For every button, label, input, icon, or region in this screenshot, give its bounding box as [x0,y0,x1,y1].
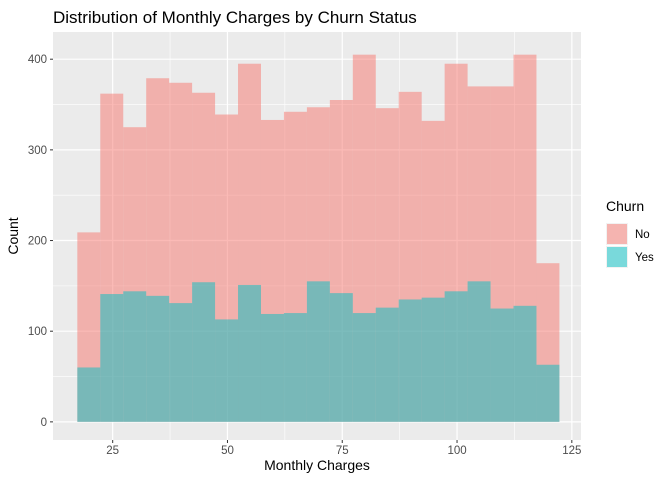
legend-label: No [635,229,650,241]
bar-yes [215,319,239,422]
legend: Churn No Yes [606,198,654,268]
y-tick-label: 200 [28,236,47,248]
bar-yes [329,293,353,422]
x-tick-label: 100 [447,445,466,457]
bar-yes [146,295,170,422]
series-yes [77,281,560,422]
y-axis-title: Count [5,217,21,254]
bar-yes [536,364,560,422]
bar-yes [169,303,193,422]
bar-yes [192,282,216,422]
bar-yes [467,281,491,422]
bar-yes [513,305,537,422]
bar-yes [77,367,101,422]
bars [77,54,560,422]
bar-yes [283,313,307,422]
bar-yes [421,297,445,422]
bar-yes [490,308,514,422]
x-axis: 25 50 75 100 125 [106,440,581,457]
x-tick-label: 50 [221,445,234,457]
chart-title: Distribution of Monthly Charges by Churn… [53,8,417,27]
x-tick-label: 125 [562,445,581,457]
legend-item-yes: Yes [606,246,654,268]
y-tick-label: 400 [28,54,47,66]
bar-yes [306,281,330,422]
legend-swatch [607,247,627,267]
bar-yes [238,284,261,422]
legend-item-no: No [606,223,650,245]
x-tick-label: 25 [106,445,119,457]
bar-yes [398,299,422,422]
bar-yes [352,313,376,422]
y-tick-label: 100 [28,326,47,338]
bar-yes [375,307,399,422]
legend-label: Yes [635,252,654,264]
bar-yes [444,291,468,422]
y-tick-label: 300 [28,145,47,157]
x-axis-title: Monthly Charges [264,457,370,473]
bar-yes [260,313,284,422]
bar-yes [100,294,124,422]
y-tick-label: 0 [41,417,47,429]
y-axis: 0 100 200 300 400 [28,54,53,429]
x-tick-label: 75 [336,445,349,457]
legend-title: Churn [606,198,644,214]
legend-swatch [607,224,627,244]
bar-yes [123,291,147,422]
